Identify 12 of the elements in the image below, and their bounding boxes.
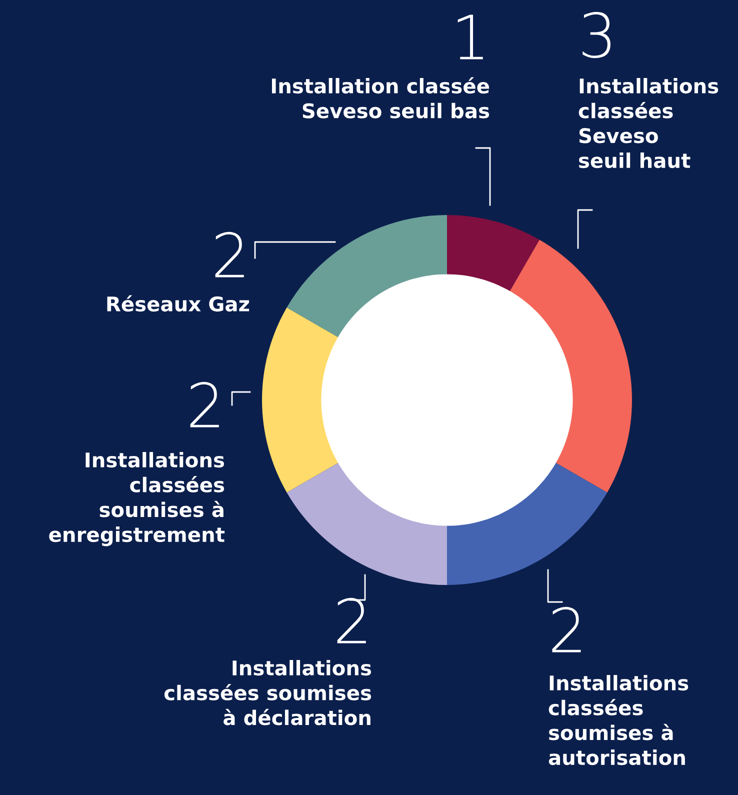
- slice-label: Installations classées soumises à déclaration: [164, 660, 372, 726]
- data-label: 1: [458, 14, 483, 60]
- slice-label: Réseaux Gaz: [107, 295, 250, 312]
- data-label: 2: [552, 606, 581, 652]
- slice-label: Installations classées soumises à enregistrement: [49, 452, 225, 546]
- slice-label: Installation classée Seveso seuil bas: [272, 77, 490, 118]
- slice-label: Installations classées soumises à autorisation: [548, 675, 688, 766]
- slice-label: Installations classées Seveso seuil haut: [578, 78, 718, 168]
- data-label: 3: [582, 12, 610, 58]
- data-label: 2: [337, 598, 366, 644]
- data-label: 2: [215, 232, 244, 278]
- data-label: 2: [190, 382, 219, 428]
